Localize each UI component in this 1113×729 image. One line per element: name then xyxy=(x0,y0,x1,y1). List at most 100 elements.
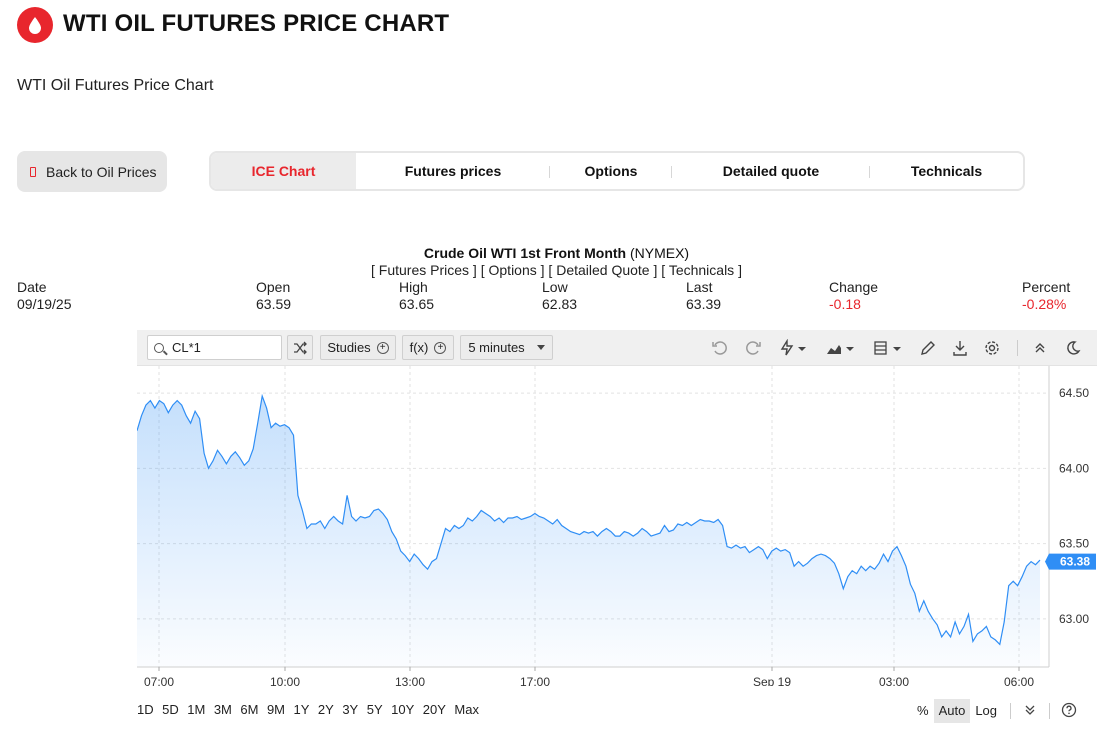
quote-value: 63.65 xyxy=(399,296,435,312)
studies-label: Studies xyxy=(327,340,371,355)
chart-tabs: ICE Chart Futures prices Options Detaile… xyxy=(209,151,1025,191)
quote-label: Date xyxy=(17,279,47,295)
page-subtitle: WTI Oil Futures Price Chart xyxy=(17,77,214,94)
range-1d[interactable]: 1D xyxy=(137,702,154,717)
range-1m[interactable]: 1M xyxy=(187,702,206,717)
symbol-value: CL*1 xyxy=(172,340,201,355)
tab-technicals[interactable]: Technicals xyxy=(870,153,1023,189)
chevron-down-icon xyxy=(536,345,545,350)
quote-label: Percent xyxy=(1022,279,1071,295)
lightning-icon[interactable] xyxy=(777,338,809,358)
scale-divider xyxy=(1049,703,1051,719)
last-price-flag xyxy=(1045,553,1096,570)
y-tick-label: 63.00 xyxy=(1059,612,1089,626)
range-5d[interactable]: 5D xyxy=(162,702,179,717)
quote-open: Open 63.59 xyxy=(256,279,291,313)
chart-widget: CL*1 Studies + f(x) + 5 minutes xyxy=(137,330,1097,722)
exchange-label: (NYMEX) xyxy=(629,245,690,261)
fx-label: f(x) xyxy=(409,340,429,355)
range-2y[interactable]: 2Y xyxy=(317,702,334,717)
help-icon[interactable] xyxy=(1058,702,1080,721)
tab-label: Detailed quote xyxy=(722,163,820,179)
link-options[interactable]: Options xyxy=(488,262,537,278)
tab-divider xyxy=(869,166,870,178)
redo-icon[interactable] xyxy=(743,338,763,358)
quote-value: 62.83 xyxy=(542,296,578,312)
pencil-icon[interactable] xyxy=(918,338,938,358)
tab-label: ICE Chart xyxy=(251,163,316,179)
x-tick-label: 03:00 xyxy=(879,675,909,686)
auto-scale-toggle[interactable]: Auto xyxy=(933,699,971,723)
range-5y[interactable]: 5Y xyxy=(366,702,383,717)
brand-logo-icon xyxy=(17,7,53,43)
interval-select[interactable]: 5 minutes xyxy=(460,335,553,360)
last-price-marker: 63.38 xyxy=(1045,553,1096,570)
quote-label: Change xyxy=(829,279,879,295)
range-3m[interactable]: 3M xyxy=(213,702,232,717)
log-scale-toggle[interactable]: Log xyxy=(975,703,998,718)
range-20y[interactable]: 20Y xyxy=(422,702,446,717)
tab-futures-prices[interactable]: Futures prices xyxy=(356,153,550,189)
last-price-label: 63.38 xyxy=(1060,555,1090,569)
quote-label: Last xyxy=(686,279,713,295)
tab-divider xyxy=(671,166,672,178)
quote-change: Change -0.18 xyxy=(829,279,878,313)
link-technicals[interactable]: Technicals xyxy=(668,262,735,278)
quote-value: 63.39 xyxy=(686,296,722,312)
toolbar-divider xyxy=(1017,340,1018,356)
range-9m[interactable]: 9M xyxy=(266,702,285,717)
compare-button[interactable] xyxy=(287,335,313,360)
layout-icon[interactable] xyxy=(872,338,906,358)
search-icon xyxy=(154,342,164,353)
instrument-name: Crude Oil WTI 1st Front Month xyxy=(423,245,627,261)
fx-button[interactable]: f(x) + xyxy=(402,335,454,360)
tab-divider xyxy=(549,166,550,178)
tab-ice-chart[interactable]: ICE Chart xyxy=(211,153,356,189)
link-detailed-quote[interactable]: Detailed Quote xyxy=(556,262,650,278)
settings-icon[interactable] xyxy=(982,338,1002,358)
quote-label: Low xyxy=(542,279,568,295)
download-icon[interactable] xyxy=(950,338,970,358)
x-axis: 07:00 10:00 13:00 17:00 Sep 19 03:00 06:00 xyxy=(144,667,1034,686)
chart-type-icon[interactable] xyxy=(824,338,858,358)
x-tick-label: 06:00 xyxy=(1004,675,1034,686)
chart-toolbar: CL*1 Studies + f(x) + 5 minutes xyxy=(137,330,1097,366)
time-range-selector: 1D 5D 1M 3M 6M 9M 1Y 2Y 3Y 5Y 10Y 20Y Ma… xyxy=(137,702,487,722)
range-1y[interactable]: 1Y xyxy=(293,702,310,717)
back-icon xyxy=(30,166,36,177)
scale-options: % Auto Log xyxy=(912,699,1080,723)
back-to-oil-prices-button[interactable]: Back to Oil Prices xyxy=(17,151,167,192)
interval-label: 5 minutes xyxy=(468,340,525,355)
range-6m[interactable]: 6M xyxy=(240,702,259,717)
tab-detailed-quote[interactable]: Detailed quote xyxy=(672,153,870,189)
quote-value: -0.28% xyxy=(1022,296,1067,312)
plus-icon: + xyxy=(434,341,447,354)
x-tick-label: 17:00 xyxy=(520,675,550,686)
price-chart[interactable]: 64.50 64.00 63.50 63.00 07:00 10:00 13:00 17:0… xyxy=(137,366,1097,686)
undo-icon[interactable] xyxy=(710,338,730,358)
price-line xyxy=(137,393,1041,646)
double-chevron-down-icon[interactable] xyxy=(1019,704,1041,719)
range-3y[interactable]: 3Y xyxy=(342,702,359,717)
x-tick-label: 10:00 xyxy=(270,675,300,686)
studies-button[interactable]: Studies + xyxy=(320,335,396,360)
x-tick-label: Sep 19 xyxy=(753,675,791,686)
quote-last: Last 63.39 xyxy=(686,279,721,313)
dark-mode-icon[interactable] xyxy=(1063,338,1083,358)
y-tick-label: 64.50 xyxy=(1059,386,1089,400)
tab-options[interactable]: Options xyxy=(550,153,672,189)
quote-date: Date 09/19/25 xyxy=(17,279,72,313)
range-10y[interactable]: 10Y xyxy=(391,702,415,717)
tab-label: Futures prices xyxy=(404,163,502,179)
collapse-icon[interactable] xyxy=(1030,338,1050,358)
quote-value: 09/19/25 xyxy=(17,296,72,312)
link-futures-prices[interactable]: Futures Prices xyxy=(378,262,470,278)
x-tick-label: 13:00 xyxy=(395,675,425,686)
range-max[interactable]: Max xyxy=(454,702,479,717)
quote-percent: Percent -0.28% xyxy=(1022,279,1070,313)
page-title: WTI OIL FUTURES PRICE CHART xyxy=(63,10,450,37)
quote-value: 63.59 xyxy=(256,296,292,312)
percent-scale-toggle[interactable]: % xyxy=(917,703,929,718)
tab-label: Technicals xyxy=(910,163,983,179)
symbol-search-input[interactable]: CL*1 xyxy=(147,335,282,360)
